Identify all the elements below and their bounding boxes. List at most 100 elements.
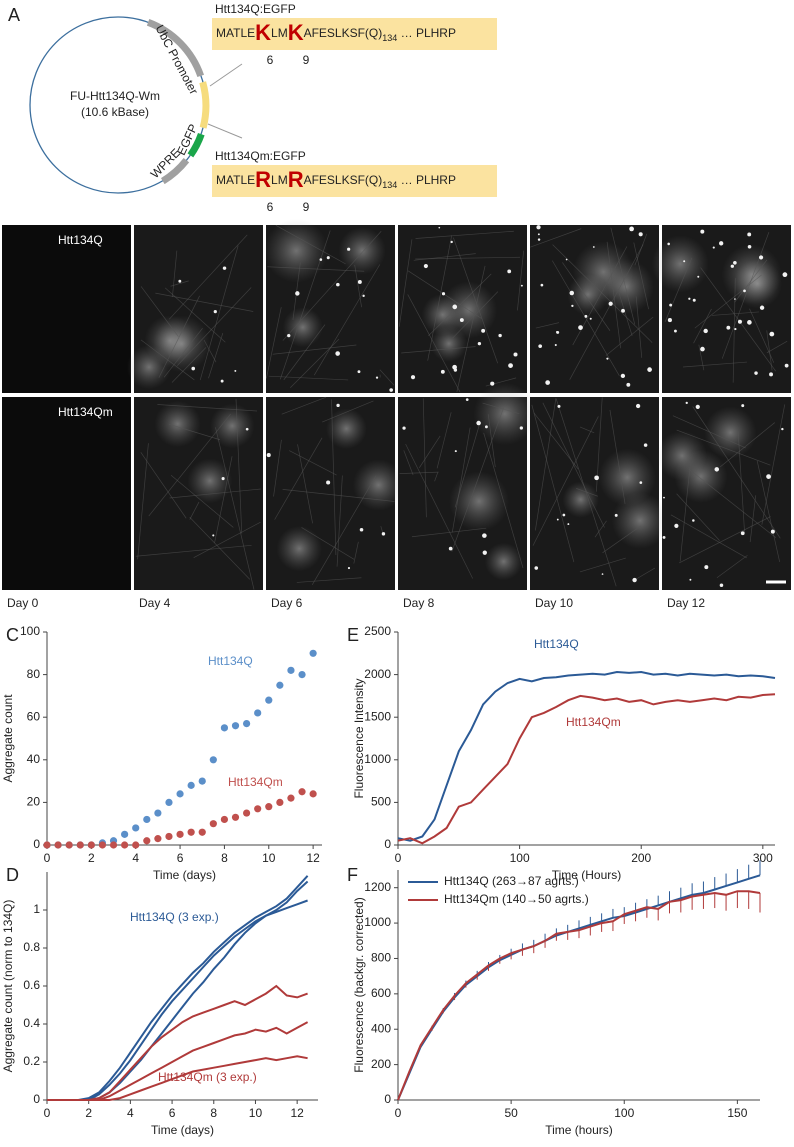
neurite bbox=[634, 233, 648, 266]
aggregate-dot bbox=[336, 403, 340, 408]
aggregate-dot bbox=[554, 343, 557, 347]
x-axis-label: Time (hours) bbox=[545, 1123, 613, 1137]
aggregate-dot bbox=[626, 382, 631, 387]
neurite bbox=[555, 398, 617, 587]
annotation: Htt134Qm (3 exp.) bbox=[158, 1070, 257, 1084]
aggregate-dot bbox=[423, 263, 428, 269]
cell-glow bbox=[448, 471, 510, 532]
neurite bbox=[163, 327, 203, 378]
neurite bbox=[193, 521, 261, 558]
x-tick-label: 0 bbox=[44, 851, 51, 865]
neurite bbox=[635, 567, 656, 580]
neurite bbox=[602, 525, 641, 554]
data-point bbox=[65, 841, 73, 849]
aggregate-dot bbox=[734, 327, 737, 331]
neurite bbox=[594, 520, 607, 538]
aggregate-dot bbox=[556, 518, 559, 521]
aggregate-dot bbox=[520, 284, 523, 287]
y-tick-label: 80 bbox=[27, 667, 41, 681]
neurite bbox=[456, 265, 486, 393]
aggregate-dot bbox=[508, 363, 513, 368]
aggregate-dot bbox=[700, 229, 705, 234]
series-label: Htt134Q bbox=[208, 654, 253, 668]
data-point bbox=[298, 671, 306, 679]
aggregate-dot bbox=[319, 258, 323, 261]
neurite bbox=[451, 406, 505, 552]
neurite bbox=[203, 339, 217, 363]
day-label: Day 0 bbox=[7, 596, 39, 610]
day-label: Day 8 bbox=[403, 596, 435, 610]
aggregate-dot bbox=[326, 256, 330, 260]
data-point bbox=[54, 841, 62, 849]
data-point bbox=[254, 709, 262, 717]
neurite bbox=[208, 333, 224, 379]
aggregate-dot bbox=[784, 363, 789, 368]
neurite bbox=[635, 296, 643, 358]
data-point bbox=[143, 815, 151, 824]
aggregate-dot bbox=[389, 388, 393, 392]
aggregate-dot bbox=[692, 519, 695, 522]
data-point bbox=[109, 841, 118, 849]
y-tick-label: 40 bbox=[27, 752, 41, 766]
aggregate-dot bbox=[476, 420, 481, 426]
aggregate-dot bbox=[295, 291, 300, 296]
sequence-part: K bbox=[255, 20, 271, 45]
day-label: Day 6 bbox=[271, 596, 303, 610]
aggregate-dot bbox=[465, 398, 469, 401]
neurite bbox=[483, 432, 524, 569]
neurite bbox=[542, 402, 605, 528]
neurite bbox=[399, 471, 439, 474]
x-axis-label: Time (days) bbox=[153, 868, 216, 882]
data-point bbox=[121, 830, 129, 838]
neurite bbox=[419, 435, 441, 468]
neurite bbox=[693, 308, 712, 344]
neurite bbox=[171, 347, 207, 383]
aggregate-dot bbox=[537, 238, 541, 241]
aggregate-dot bbox=[482, 550, 487, 555]
neurite bbox=[275, 224, 346, 265]
aggregate-dot bbox=[740, 531, 745, 536]
data-point bbox=[231, 813, 240, 821]
data-point bbox=[242, 719, 251, 728]
aggregate-dot bbox=[362, 294, 365, 298]
neurite bbox=[331, 399, 337, 556]
aggregate-dot bbox=[620, 373, 626, 379]
aggregate-dot bbox=[490, 381, 495, 386]
aggregate-dot bbox=[782, 272, 788, 278]
neurite bbox=[268, 375, 349, 381]
data-point bbox=[143, 837, 151, 845]
y-tick-label: 200 bbox=[371, 1057, 391, 1071]
panel-label: D bbox=[6, 865, 19, 885]
aggregate-dot bbox=[635, 403, 641, 409]
aggregate-dot bbox=[730, 264, 734, 268]
neurite bbox=[711, 311, 759, 316]
neurite bbox=[749, 495, 757, 543]
neurite bbox=[157, 404, 258, 412]
neurite bbox=[605, 316, 654, 356]
series-line bbox=[397, 670, 776, 842]
day-label: Day 10 bbox=[535, 596, 573, 610]
neurite bbox=[451, 427, 471, 533]
micrograph bbox=[2, 397, 131, 590]
neurite bbox=[422, 398, 427, 518]
neurite bbox=[531, 404, 575, 563]
aggregate-dot bbox=[381, 532, 386, 536]
row-label: Htt134Q bbox=[58, 233, 103, 247]
promoter-arc bbox=[146, 19, 205, 78]
aggregate-dot bbox=[606, 357, 609, 360]
aggregate-dot bbox=[733, 260, 737, 265]
aggregate-dot bbox=[688, 297, 691, 300]
neurite bbox=[579, 557, 626, 573]
day-label: Day 4 bbox=[139, 596, 171, 610]
aggregate-dot bbox=[452, 304, 458, 310]
sequence-part: … PLHRP bbox=[397, 173, 456, 187]
data-point bbox=[87, 841, 95, 849]
cell-glow bbox=[276, 525, 322, 572]
aggregate-dot bbox=[450, 240, 453, 244]
aggregate-dot bbox=[562, 513, 566, 517]
aggregate-dot bbox=[557, 404, 561, 408]
cell-glow bbox=[733, 259, 782, 309]
plasmid-size: (10.6 kBase) bbox=[81, 105, 149, 119]
neurite bbox=[289, 450, 337, 476]
